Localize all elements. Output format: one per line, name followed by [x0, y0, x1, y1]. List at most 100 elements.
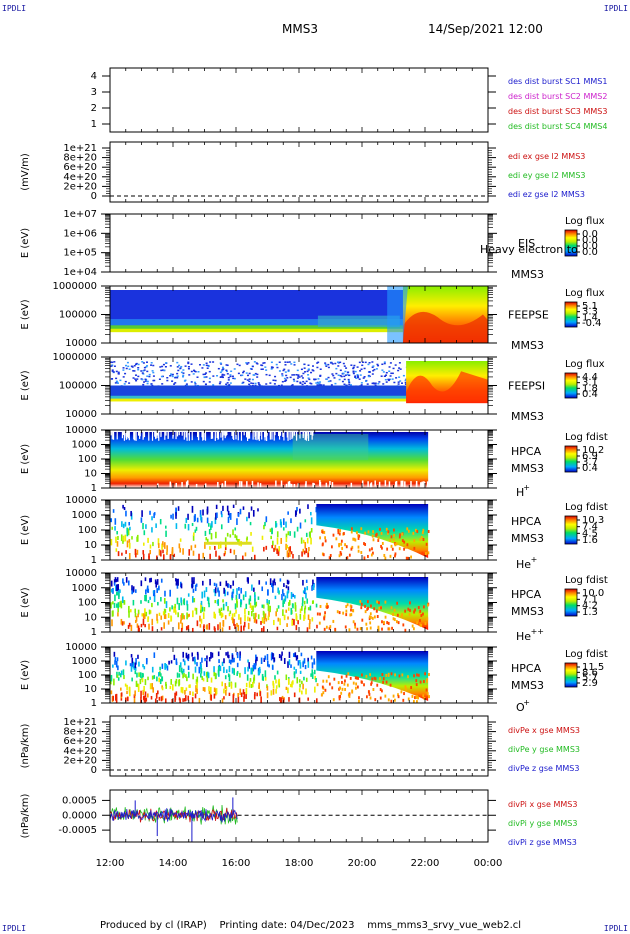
- panel-feepsi-pixel: [287, 369, 290, 372]
- panel-hpca_he2-pixel: [160, 627, 163, 631]
- panel-hpca_h-gap: [201, 432, 203, 438]
- panel-feepsi-pixel: [135, 379, 138, 382]
- panel-hpca_o-pixel: [186, 676, 188, 682]
- panel-hpca_he2-pixel: [221, 627, 224, 632]
- panel-hpca_h-ytick-label: 10000: [65, 425, 97, 436]
- panel-hpca_o-pixel: [170, 660, 173, 664]
- panel-hpca_he2-pixel: [152, 590, 155, 594]
- panel-feepsi-pixel: [202, 373, 205, 376]
- panel-hpca_he2-pixel: [142, 613, 145, 619]
- panel-hpca_o-pixel: [133, 696, 136, 703]
- panel-feepsi-pixel: [180, 365, 183, 368]
- panel-hpca_he2-ytick-label: 1: [91, 627, 97, 638]
- panel-feepsi-pixel: [324, 363, 327, 366]
- panel-hpca_o-pixel: [175, 691, 178, 696]
- panel-hpca_he-pixel: [114, 518, 117, 525]
- panel-hpca_he2-pixel: [177, 622, 180, 630]
- panel-hpca_he-pixel: [221, 513, 223, 518]
- panel-hpca_he2-pixel-hot: [392, 612, 394, 616]
- panel-feepsi-pixel: [340, 375, 343, 378]
- panel-feepsi-pixel: [359, 374, 362, 376]
- panel-hpca_o-pixel: [154, 698, 157, 703]
- panel-hpca_he-pixel: [249, 521, 252, 526]
- panel-hpca_o-ytick-label: 10000: [65, 642, 97, 653]
- panel-hpca_h-gap-low: [240, 481, 243, 488]
- panel-hpca_he2-pixel-hot: [350, 613, 353, 617]
- panel-hpca_o-pixel-hot: [322, 691, 325, 695]
- panel-hpca_he-pixel: [215, 531, 217, 539]
- panel-hpca_he2-pixel: [132, 586, 135, 592]
- panel-feepse-ytick-label: 10000: [65, 338, 97, 349]
- panel-hpca_o-pixel: [228, 665, 231, 673]
- panel-hpca_h-gap: [269, 432, 271, 440]
- panel-hpca_h-ytick-label: 1000: [72, 440, 97, 451]
- panel-feepsi-pixel: [123, 383, 126, 385]
- panel-feepsi-pixel: [246, 374, 249, 377]
- panel-hpca_o-pixel: [272, 665, 274, 670]
- panel-hpca_he-pixel: [194, 544, 197, 548]
- panel-hpca_o-pixel: [237, 692, 239, 697]
- panel-feepsi-pixel: [204, 383, 207, 385]
- panel-hpca_o-pixel: [250, 667, 253, 675]
- panel-edi-ytick-label: 1e+21: [63, 143, 97, 154]
- panel-hpca_he-pixel: [302, 539, 305, 544]
- panel-feepsi-pixel: [128, 382, 131, 384]
- panel-hpca_he-pixel: [121, 521, 123, 527]
- panel-feepsi-pixel: [111, 378, 114, 380]
- panel-hpca_he2-ytick-label: 1000: [72, 583, 97, 594]
- panel-hpca_he-pixel: [273, 547, 275, 552]
- panel-hpca_he-pixel-hot: [350, 530, 353, 534]
- panel-hpca_he2-pixel-hot: [361, 618, 364, 622]
- panel-hpca_o-pixel-hot: [398, 674, 401, 678]
- panel-hpca_o-pixel: [147, 693, 149, 698]
- panel-hpca_o-pixel: [134, 662, 137, 669]
- panel-hpca_h-gap-low: [421, 481, 424, 488]
- panel-feepsi-pixel: [209, 361, 212, 363]
- panel-feepsi-pixel: [316, 384, 319, 386]
- panel-feepsi-pixel: [330, 362, 333, 364]
- panel-hpca_o-pixel: [117, 665, 119, 671]
- panel-hpca_he2-pixel: [135, 589, 137, 593]
- panel-hpca_he-pixel-hot: [370, 553, 373, 557]
- panel-hpca_he-pixel: [242, 555, 244, 560]
- panel-hpca_he2-pixel-hot: [375, 609, 378, 613]
- panel-hpca_he2-pixel-hot: [378, 601, 380, 605]
- panel-feepsi-pixel: [401, 382, 404, 384]
- panel-feepsi-pixel: [389, 375, 392, 377]
- panel-feepsi-pixel: [117, 373, 120, 375]
- panel-hpca_o-pixel: [207, 672, 210, 679]
- panel-hpca_he2-pixel: [114, 594, 116, 602]
- panel-hpca_he-pixel: [252, 510, 255, 517]
- panel-hpca_he2-pixel: [153, 590, 156, 597]
- panel-feepsi-pixel: [256, 363, 259, 365]
- panel-hpca_he2-pixel: [258, 580, 261, 585]
- panel-feepsi-pixel: [374, 382, 377, 385]
- panel-hpca_he2-pixel: [268, 610, 270, 617]
- panel-hpca_he2-pixel: [254, 598, 256, 605]
- panel-hpca_he2-pixel: [203, 590, 206, 598]
- panel-hpca_he2-pixel: [169, 589, 171, 597]
- panel-hpca_he-pixel-hot: [372, 551, 374, 555]
- panel-hpca_he-pixel: [310, 511, 312, 516]
- panel-hpca_h-gap: [256, 432, 258, 441]
- panel-hpca_h-gap: [181, 432, 183, 436]
- panel-hpca_he-pixel: [202, 552, 205, 559]
- panel-feepsi-pixel: [339, 361, 342, 364]
- panel-hpca_he2-pixel-hot: [354, 622, 356, 626]
- panel-hpca_he2-pixel: [315, 603, 318, 608]
- panel-hpca_he-pixel: [190, 545, 193, 551]
- panel-hpca_he-pixel: [204, 542, 206, 549]
- panel-hpca_he-pixel: [265, 516, 268, 523]
- panel-feepsi-pixel: [171, 380, 174, 382]
- panel-hpca_h-gap-low: [350, 482, 353, 488]
- panel-dist-ytick-label: 3: [91, 87, 97, 98]
- panel-hpca_he2-pixel-hot: [388, 627, 391, 631]
- panel-hpca_h-colorbar-tick: 10.2: [582, 445, 604, 456]
- panel-hpca_he-pixel: [175, 507, 177, 515]
- panel-hpca_he2-pixel-hot: [324, 611, 326, 615]
- panel-feepsi-pixel: [278, 361, 281, 363]
- panel-feepsi-pixel: [122, 376, 125, 378]
- panel-hpca_o-pixel: [221, 661, 224, 667]
- panel-hpca_o-pixel: [302, 661, 304, 668]
- panel-feepsi-pixel: [203, 376, 206, 378]
